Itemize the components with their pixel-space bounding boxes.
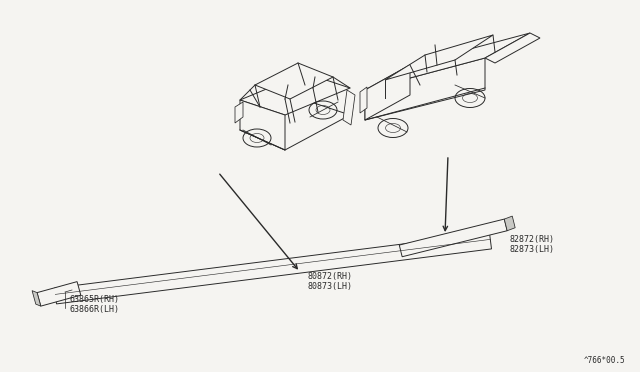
Text: 82872(RH): 82872(RH) [510,235,555,244]
Polygon shape [240,73,350,115]
Polygon shape [235,102,243,123]
Text: 80872(RH): 80872(RH) [308,272,353,281]
Polygon shape [255,63,333,99]
Text: 63866R(LH): 63866R(LH) [70,305,120,314]
Polygon shape [240,100,350,150]
Polygon shape [365,58,485,120]
Polygon shape [54,233,492,304]
Polygon shape [240,100,285,150]
Text: ^766*00.5: ^766*00.5 [584,356,625,365]
Polygon shape [365,65,410,120]
Text: 63865R(RH): 63865R(RH) [70,295,120,304]
Text: 82873(LH): 82873(LH) [510,245,555,254]
Polygon shape [343,90,355,125]
Polygon shape [504,216,515,231]
Polygon shape [37,282,81,306]
Polygon shape [32,291,41,306]
Polygon shape [360,87,367,113]
Polygon shape [385,35,493,80]
Polygon shape [365,33,530,90]
Text: 80873(LH): 80873(LH) [308,282,353,291]
Polygon shape [399,219,507,257]
Polygon shape [485,33,540,63]
